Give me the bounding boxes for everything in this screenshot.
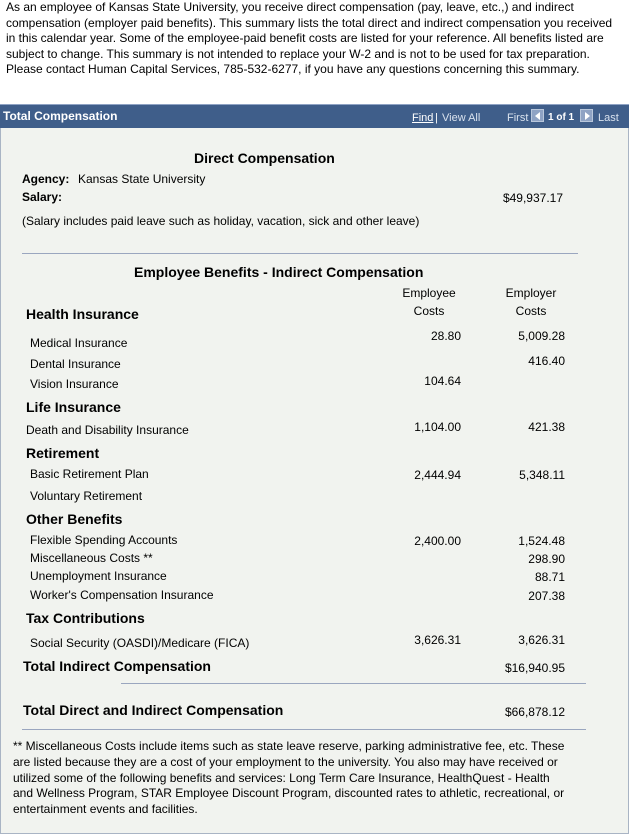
next-arrow-icon[interactable] (580, 109, 593, 122)
total-compensation-value: $66,878.12 (504, 705, 565, 719)
medical-employer: 5,009.28 (518, 329, 565, 343)
retirement-heading: Retirement (26, 445, 100, 461)
other-benefits-heading: Other Benefits (26, 511, 123, 527)
agency-label: Agency: (22, 172, 70, 186)
employer-col-header-2: Costs (515, 304, 547, 318)
salary-note: (Salary includes paid leave such as holi… (22, 214, 420, 228)
medical-label: Medical Insurance (30, 336, 128, 350)
fsa-employer: 1,524.48 (518, 534, 565, 548)
total-indirect-value: $16,940.95 (504, 661, 565, 675)
vision-label: Vision Insurance (30, 377, 119, 391)
misc-employer: 298.90 (528, 552, 565, 566)
salary-value: $49,937.17 (502, 191, 563, 205)
intro-paragraph: As an employee of Kansas State Universit… (6, 0, 613, 76)
health-insurance-heading: Health Insurance (26, 306, 139, 322)
fica-employee: 3,626.31 (414, 633, 461, 647)
salary-label: Salary: (22, 190, 63, 204)
death-label: Death and Disability Insurance (26, 423, 189, 437)
life-insurance-heading: Life Insurance (26, 399, 121, 415)
dental-label: Dental Insurance (30, 357, 121, 371)
footnote: ** Miscellaneous Costs include items suc… (13, 739, 565, 817)
workers-comp-employer: 207.38 (528, 589, 565, 603)
voluntary-retirement-label: Voluntary Retirement (30, 489, 143, 503)
last-link[interactable]: Last (598, 112, 619, 124)
employee-col-header-2: Costs (413, 304, 445, 318)
agency-value: Kansas State University (78, 172, 206, 186)
find-link[interactable]: Find (412, 112, 434, 124)
basic-retirement-label: Basic Retirement Plan (30, 467, 149, 481)
row-counter: 1 of 1 (548, 112, 575, 123)
divider (22, 729, 586, 730)
unemployment-label: Unemployment Insurance (30, 569, 167, 583)
first-link[interactable]: First (507, 112, 529, 124)
employee-col-header: Employee (402, 286, 456, 300)
basic-retirement-employee: 2,444.94 (414, 468, 461, 482)
death-employer: 421.38 (528, 420, 565, 434)
tax-contributions-heading: Tax Contributions (26, 610, 145, 626)
total-indirect-label: Total Indirect Compensation (23, 658, 211, 674)
unemployment-employer: 88.71 (534, 570, 565, 584)
death-employee: 1,104.00 (414, 420, 461, 434)
divider (22, 253, 578, 254)
total-compensation-label: Total Direct and Indirect Compensation (23, 702, 284, 718)
vision-employee: 104.64 (424, 374, 461, 388)
grid-title: Total Compensation (3, 109, 118, 123)
fica-label: Social Security (OASDI)/Medicare (FICA) (30, 636, 250, 650)
header-separator: | (435, 112, 438, 124)
view-all-link[interactable]: View All (442, 112, 481, 124)
medical-employee: 28.80 (430, 329, 461, 343)
grid-header: Total Compensation Find | View All First… (0, 104, 629, 128)
fsa-label: Flexible Spending Accounts (30, 533, 178, 547)
fsa-employee: 2,400.00 (414, 534, 461, 548)
employer-col-header: Employer (505, 286, 557, 300)
previous-arrow-icon[interactable] (531, 109, 544, 122)
basic-retirement-employer: 5,348.11 (519, 468, 565, 482)
benefits-title: Employee Benefits - Indirect Compensatio… (134, 264, 424, 280)
fica-employer: 3,626.31 (518, 633, 565, 647)
compensation-panel: Direct Compensation Agency: Kansas State… (0, 128, 629, 834)
direct-compensation-title: Direct Compensation (194, 150, 335, 166)
workers-comp-label: Worker's Compensation Insurance (30, 588, 214, 602)
dental-employer: 416.40 (528, 354, 565, 368)
misc-label: Miscellaneous Costs ** (30, 551, 153, 565)
divider (121, 683, 586, 684)
